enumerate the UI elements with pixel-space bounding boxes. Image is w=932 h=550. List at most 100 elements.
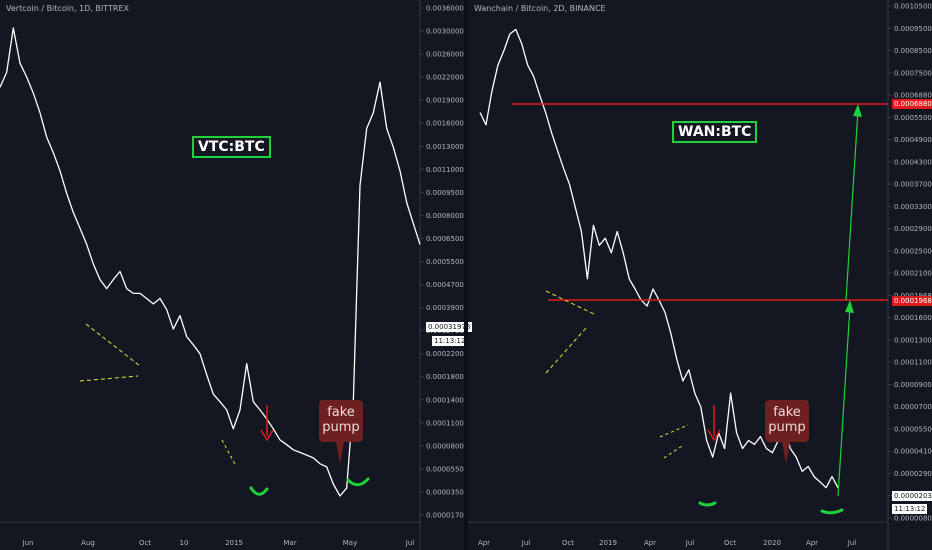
bottom-marker bbox=[346, 477, 370, 487]
x-tick-label: Jul bbox=[521, 539, 531, 547]
trendline-upper bbox=[545, 290, 597, 316]
bottom-marker bbox=[820, 508, 844, 515]
trendline-small bbox=[659, 424, 689, 438]
trendline-small bbox=[221, 439, 237, 467]
fake-pump-callout: fake pump bbox=[319, 400, 363, 464]
pane-divider[interactable] bbox=[464, 0, 468, 550]
clock-tag: 11:13:12 bbox=[892, 504, 928, 514]
chart-title: Wanchain / Bitcoin, 2D, BINANCE bbox=[474, 4, 606, 13]
last-price-tag: 0.00002032 bbox=[892, 491, 932, 501]
x-tick-label: Jul bbox=[405, 539, 415, 547]
target-arrow-1 bbox=[837, 305, 851, 497]
x-tick-label: 2015 bbox=[225, 539, 243, 547]
trendline-lower bbox=[545, 327, 587, 374]
callout-line-2: pump bbox=[768, 420, 806, 435]
x-tick-label: Apr bbox=[478, 539, 490, 547]
x-tick-label: Jun bbox=[22, 539, 34, 547]
pair-label: WAN:BTC bbox=[672, 121, 758, 143]
price-line bbox=[0, 27, 421, 497]
x-tick-label: May bbox=[343, 539, 357, 547]
clock-tag: 11:13:12 bbox=[432, 336, 468, 346]
x-tick-label: Jul bbox=[685, 539, 695, 547]
y-tick-label: 0.00001700 bbox=[426, 512, 464, 520]
pair-label: VTC:BTC bbox=[192, 136, 271, 158]
y-tick-label: 0.00068809 bbox=[894, 92, 932, 100]
chart-title: Vertcoin / Bitcoin, 1D, BITTREX bbox=[6, 4, 129, 13]
y-tick-label: 0.00019689 bbox=[894, 292, 932, 300]
hline-price-tag-bottom: 0.00019689 bbox=[892, 296, 932, 306]
x-tick-label: Oct bbox=[724, 539, 736, 547]
callout-line-2: pump bbox=[322, 420, 360, 435]
trendline-upper bbox=[85, 323, 141, 367]
x-tick-label: Jul bbox=[847, 539, 857, 547]
bottom-marker bbox=[698, 501, 717, 507]
x-tick-label: Aug bbox=[81, 539, 95, 547]
x-tick-label: 2019 bbox=[599, 539, 617, 547]
target-arrow-2 bbox=[845, 109, 859, 301]
x-tick-label: Mar bbox=[283, 539, 296, 547]
y-tick-label: 0.00000800 bbox=[894, 515, 932, 523]
x-tick-label: 2020 bbox=[763, 539, 781, 547]
down-arrow-head bbox=[260, 429, 274, 442]
fake-pump-callout: fake pump bbox=[765, 400, 809, 464]
target-arrow-2-head bbox=[853, 104, 862, 117]
x-tick-label: Apr bbox=[806, 539, 818, 547]
x-tick-label: 10 bbox=[180, 539, 189, 547]
trendline-lower bbox=[79, 375, 139, 382]
target-arrow-1-head bbox=[845, 300, 854, 313]
trendline-small bbox=[663, 445, 683, 459]
last-price-tag: 0.00031973 bbox=[426, 322, 473, 332]
callout-line-1: fake bbox=[327, 405, 355, 420]
x-tick-label: Oct bbox=[139, 539, 151, 547]
x-tick-label: Oct bbox=[562, 539, 574, 547]
x-tick-label: Apr bbox=[644, 539, 656, 547]
hline-price-tag-top: 0.00068809 bbox=[892, 99, 932, 109]
down-arrow-head bbox=[707, 429, 721, 442]
